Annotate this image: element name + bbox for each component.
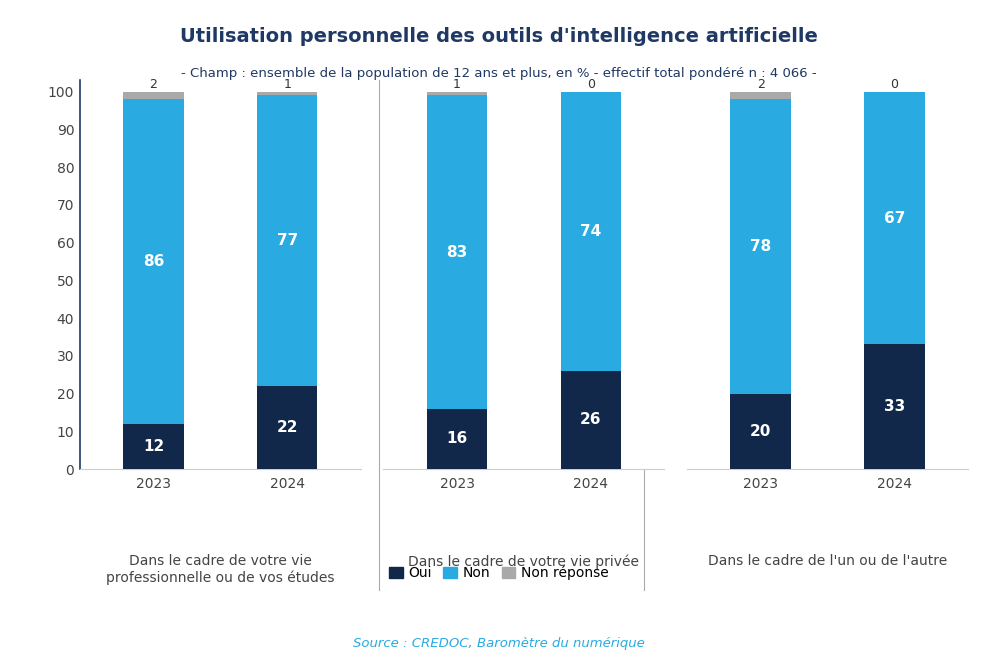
Text: Utilisation personnelle des outils d'intelligence artificielle: Utilisation personnelle des outils d'int…: [180, 27, 818, 46]
Bar: [124, 99, 184, 423]
Bar: [864, 92, 924, 344]
Bar: [427, 92, 487, 96]
Text: Source : CREDOC, Baromètre du numérique: Source : CREDOC, Baromètre du numérique: [353, 637, 645, 650]
Bar: [731, 393, 790, 469]
Text: - Champ : ensemble de la population de 12 ans et plus, en % - effectif total pon: - Champ : ensemble de la population de 1…: [182, 67, 816, 80]
Bar: [427, 96, 487, 409]
Text: 83: 83: [446, 245, 468, 259]
Text: Dans le cadre de l'un ou de l'autre: Dans le cadre de l'un ou de l'autre: [708, 555, 947, 568]
Text: 77: 77: [276, 233, 298, 249]
Text: 74: 74: [580, 224, 602, 239]
Bar: [864, 344, 924, 469]
Text: 16: 16: [446, 431, 468, 446]
Text: 12: 12: [143, 439, 164, 454]
Text: Dans le cadre de votre vie privée: Dans le cadre de votre vie privée: [408, 555, 640, 569]
Text: Dans le cadre de votre vie
professionnelle ou de vos études: Dans le cadre de votre vie professionnel…: [106, 555, 334, 586]
Text: 0: 0: [890, 78, 898, 90]
Text: 33: 33: [884, 399, 905, 414]
Text: 1: 1: [283, 78, 291, 90]
Text: 0: 0: [587, 78, 595, 90]
Text: 78: 78: [749, 239, 771, 254]
Text: 2: 2: [150, 78, 158, 90]
Bar: [427, 409, 487, 469]
Text: 22: 22: [276, 420, 298, 435]
Bar: [561, 92, 621, 371]
Bar: [731, 99, 790, 393]
Legend: Oui, Non, Non réponse: Oui, Non, Non réponse: [383, 560, 615, 586]
Bar: [124, 423, 184, 469]
Text: 67: 67: [884, 210, 905, 226]
Text: 86: 86: [143, 254, 164, 269]
Bar: [124, 92, 184, 99]
Text: 20: 20: [749, 423, 771, 439]
Bar: [257, 386, 317, 469]
Bar: [731, 92, 790, 99]
Bar: [257, 96, 317, 386]
Text: 26: 26: [580, 413, 602, 427]
Text: 2: 2: [756, 78, 764, 90]
Bar: [257, 92, 317, 96]
Bar: [561, 371, 621, 469]
Text: 1: 1: [453, 78, 461, 90]
